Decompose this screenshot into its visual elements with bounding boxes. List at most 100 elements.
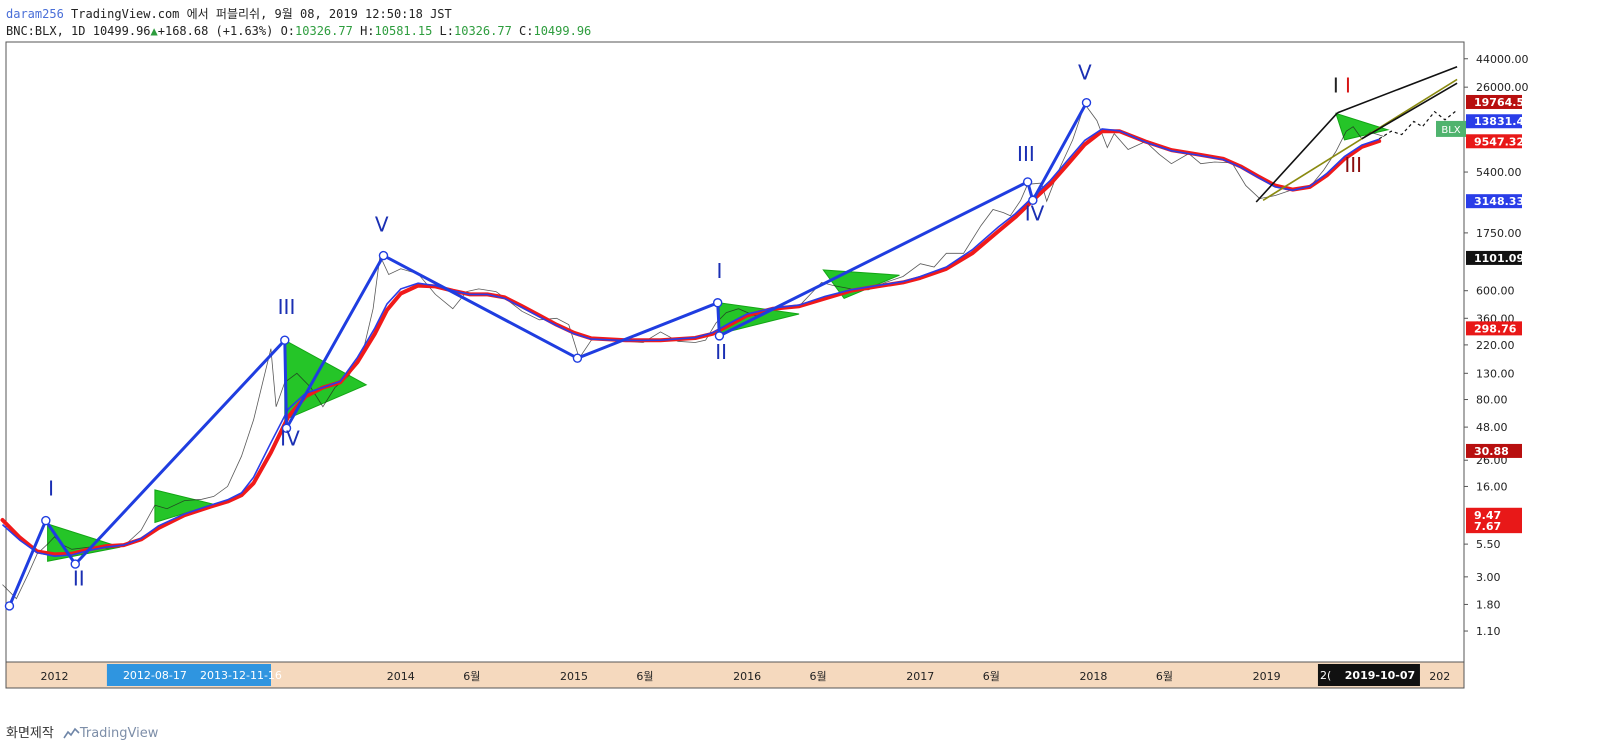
- wave-label-3: IV: [280, 427, 300, 451]
- price-label-bg: [1466, 194, 1522, 209]
- y-tick-label: 80.00: [1476, 394, 1508, 407]
- x-range-highlight: [106, 664, 271, 686]
- x-cursor-highlight: [1317, 664, 1420, 686]
- price-projection[interactable]: [1378, 109, 1458, 140]
- price-label-bg: [1466, 519, 1522, 534]
- publish-info: TradingView.com 에서 퍼블리쉬, 9월 08, 2019 12:…: [71, 7, 452, 21]
- footer: 화면제작 TradingView: [6, 722, 158, 741]
- time-axis[interactable]: 20126월20146월20156월20166월20176월20186월2019…: [40, 664, 1450, 686]
- x-tick-label: 6월: [463, 670, 480, 683]
- price-label-1: 13831.41: [1474, 115, 1532, 128]
- x-tick-label: 2012: [40, 670, 68, 683]
- price-label-bg: [1466, 134, 1522, 149]
- price-label-bg: [1466, 443, 1522, 458]
- y-tick-label: 44000.00: [1476, 53, 1529, 66]
- trend-channel-line-12[interactable]: [1262, 78, 1458, 201]
- wave-point-2[interactable]: [70, 559, 80, 569]
- x-tick-label: 6월: [983, 670, 1000, 683]
- price-label-0: 19764.51: [1474, 96, 1532, 109]
- y-tick-label: 5.50: [1476, 538, 1501, 551]
- wave-point-6[interactable]: [572, 353, 583, 363]
- tradingview-brand: TradingView: [79, 726, 159, 741]
- wave-label-11: I: [1345, 74, 1351, 98]
- y-tick-label: 5400.00: [1476, 166, 1522, 179]
- price-label-4: 1101.09: [1474, 252, 1524, 265]
- x-tick-label: 2018: [1079, 670, 1107, 683]
- y-tick-label: 48.00: [1476, 421, 1508, 434]
- y-tick-label: 26000.00: [1476, 81, 1529, 94]
- trend-channel-line-13[interactable]: [1361, 82, 1458, 140]
- triangle-pattern-9[interactable]: [1335, 112, 1390, 141]
- close-value: 10499.96: [533, 24, 592, 38]
- y-tick-label: 600.00: [1476, 285, 1515, 298]
- wave-point-5[interactable]: [378, 250, 389, 261]
- trend-channel-line-10[interactable]: [1255, 112, 1339, 203]
- wave-point-1[interactable]: [41, 515, 51, 526]
- wave-label-12: III: [1344, 153, 1362, 177]
- price-label-7: 9.47: [1474, 509, 1501, 522]
- moving-average-red: [0, 129, 1382, 557]
- symbol-badge-bg: [1436, 120, 1466, 137]
- price-label-bg: [1466, 114, 1522, 129]
- symbol-badge: BLX: [1441, 125, 1460, 136]
- open-value: 10326.77: [295, 24, 353, 38]
- tradingview-logo[interactable]: TradingView: [62, 726, 159, 741]
- wave-point-10[interactable]: [1028, 195, 1038, 206]
- price-label-8: 7.67: [1474, 520, 1501, 533]
- wave-point-7[interactable]: [712, 298, 723, 308]
- price-label-bg: [1466, 507, 1522, 522]
- plot-area-border: [5, 41, 1465, 663]
- price-line: [2, 103, 1385, 600]
- y-tick-label: 1750.00: [1476, 227, 1522, 240]
- elliott-wave-line[interactable]: [8, 101, 1088, 607]
- y-tick-label: 220.00: [1476, 339, 1515, 352]
- wave-label-10: I: [1333, 74, 1339, 98]
- x-tick-label: 2016: [733, 670, 761, 683]
- low-label: L:: [439, 24, 454, 38]
- wave-label-0: I: [48, 477, 54, 501]
- chart-header-line2: BNC:BLX, 1D 10499.96▲+168.68 (+1.63%) O:…: [6, 24, 591, 38]
- x-range-end-label: 2013-12-11-16: [200, 669, 282, 682]
- chart-header-line1: daram256 TradingView.com 에서 퍼블리쉬, 9월 08,…: [6, 7, 452, 21]
- wave-point-0[interactable]: [4, 601, 15, 611]
- x-tick-label: 202: [1429, 670, 1450, 683]
- wave-point-11[interactable]: [1081, 97, 1092, 108]
- y-tick-label: 16.00: [1476, 480, 1508, 493]
- wave-point-9[interactable]: [1022, 177, 1033, 187]
- wave-point-4[interactable]: [281, 423, 292, 433]
- x-tick-label: 6월: [636, 670, 653, 683]
- wave-label-2: III: [278, 295, 296, 319]
- wave-label-1: II: [73, 567, 85, 591]
- x-cursor-prefix: 2(: [1320, 669, 1331, 682]
- y-tick-label: 1.80: [1476, 598, 1501, 611]
- wave-label-4: V: [375, 212, 389, 236]
- wave-label-9: V: [1078, 60, 1092, 84]
- wave-point-8[interactable]: [714, 331, 725, 341]
- wave-label-8: IV: [1025, 202, 1045, 226]
- x-tick-label: 2014: [387, 670, 415, 683]
- wave-point-3[interactable]: [280, 335, 290, 345]
- trend-channel-line-11[interactable]: [1337, 65, 1458, 114]
- wave-layer: [4, 65, 1458, 611]
- price-layer: [2, 103, 1385, 600]
- author-name[interactable]: daram256: [6, 7, 64, 21]
- footer-caption: 화면제작: [6, 726, 54, 741]
- price-label-6: 30.88: [1474, 445, 1509, 458]
- x-tick-label: 6월: [810, 670, 827, 683]
- price-change: +168.68 (+1.63%): [157, 24, 274, 38]
- wave-label-7: III: [1017, 142, 1035, 166]
- price-label-5: 298.76: [1474, 322, 1517, 335]
- x-tick-label: 6월: [1156, 670, 1173, 683]
- price-label-bg: [1466, 250, 1522, 265]
- cloud-icon: [63, 727, 80, 739]
- x-tick-label: 2015: [560, 670, 588, 683]
- open-label: O:: [280, 24, 296, 38]
- price-axis[interactable]: 44000.0026000.005400.001750.00600.00360.…: [1436, 53, 1532, 638]
- wave-label-6: II: [715, 340, 727, 364]
- close-label: C:: [519, 24, 534, 38]
- price-label-2: 9547.32: [1474, 135, 1524, 148]
- wave-label-5: I: [716, 259, 722, 283]
- low-value: 10326.77: [454, 24, 512, 38]
